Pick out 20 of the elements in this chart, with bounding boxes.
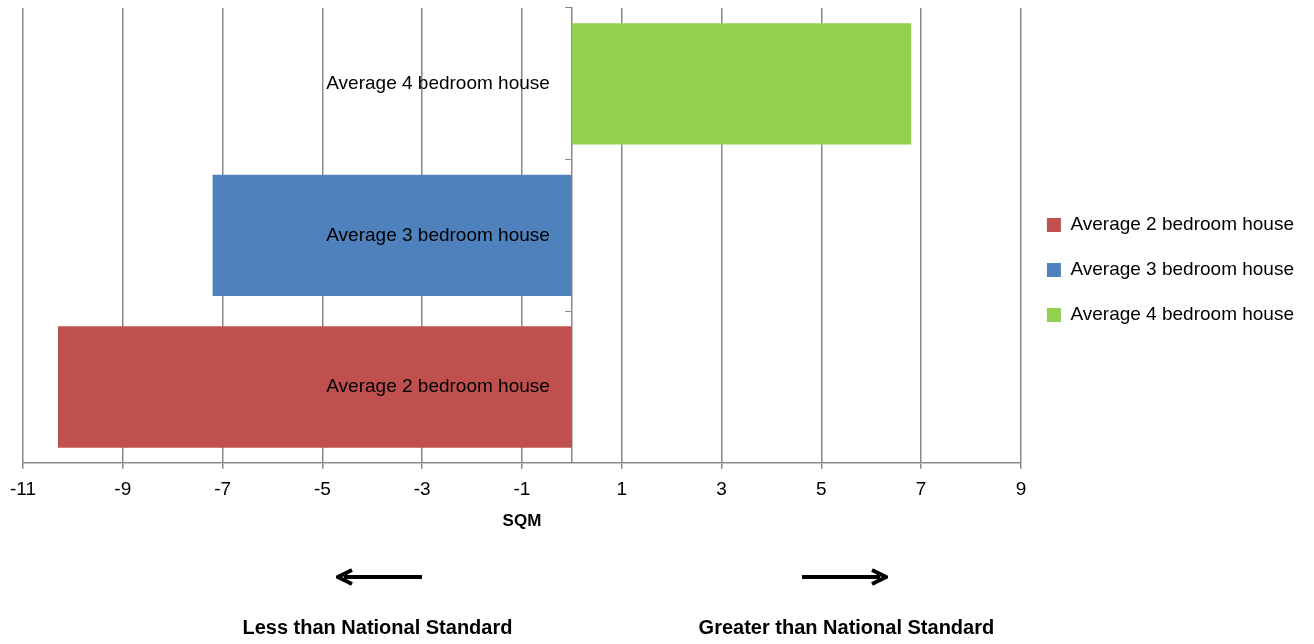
x-tick-label: 1 xyxy=(616,478,628,500)
legend-label: Average 4 bedroom house xyxy=(1070,303,1295,325)
legend-label: Average 2 bedroom house xyxy=(1070,213,1295,235)
x-tick-label: 7 xyxy=(915,478,927,500)
y-tick-label: Average 4 bedroom house xyxy=(326,72,550,94)
x-tick-label: -5 xyxy=(313,478,331,500)
x-tick-label: -1 xyxy=(513,478,531,500)
x-axis-title: SQM xyxy=(502,511,542,531)
y-tick-label: Average 2 bedroom house xyxy=(326,375,550,397)
x-tick-label: -9 xyxy=(114,478,132,500)
x-tick-label: -3 xyxy=(413,478,431,500)
x-tick-label: 5 xyxy=(816,478,827,500)
y-tick-label: Average 3 bedroom house xyxy=(326,223,550,245)
x-tick-label: 9 xyxy=(1015,478,1027,500)
x-tick-label: -7 xyxy=(214,478,232,500)
x-tick-label: -11 xyxy=(9,478,37,500)
text: Greater than National Standard xyxy=(698,615,995,638)
text: Less than National Standard xyxy=(242,615,513,638)
legend-label: Average 3 bedroom house xyxy=(1070,258,1295,280)
x-tick-label: 3 xyxy=(716,478,727,500)
